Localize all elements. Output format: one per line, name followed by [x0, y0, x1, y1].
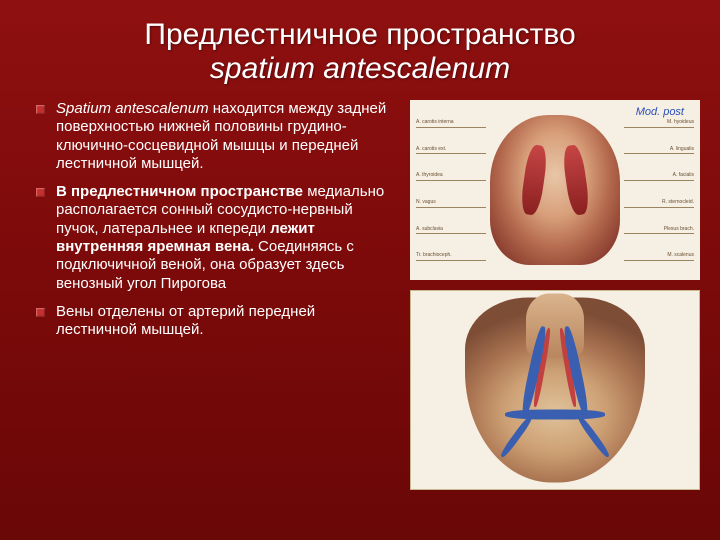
- bullet-item: Вены отделены от артерий передней лестни…: [34, 303, 398, 340]
- slide-title-block: Предлестничное пространство spatium ante…: [0, 0, 720, 100]
- title-line2: spatium antescalenum: [0, 52, 720, 86]
- veins-icon: [495, 312, 615, 462]
- neck-illustration-icon: [465, 298, 645, 483]
- image-column: A. carotis internaA. carotis ext.A. thyr…: [410, 100, 700, 490]
- neck-illustration-icon: [490, 115, 620, 265]
- label-lines-left: A. carotis internaA. carotis ext.A. thyr…: [416, 110, 486, 270]
- bullet-item: Spatium antescalenum находится между зад…: [34, 100, 398, 173]
- title-line1: Предлестничное пространство: [0, 18, 720, 52]
- bullet-run: В предлестничном пространстве: [56, 183, 303, 200]
- bullet-list: Spatium antescalenum находится между зад…: [34, 100, 398, 340]
- bullet-run: Spatium antescalenum: [56, 100, 209, 117]
- image-overlay-text: Mod. post: [636, 106, 684, 118]
- anatomy-image-bottom: [410, 290, 700, 490]
- content-row: Spatium antescalenum находится между зад…: [0, 100, 720, 490]
- label-lines-right: M. hyoideusA. lingualisA. facialisR. ste…: [624, 110, 694, 270]
- bullet-item: В предлестничном пространстве медиально …: [34, 183, 398, 293]
- anatomy-image-top: A. carotis internaA. carotis ext.A. thyr…: [410, 100, 700, 280]
- bullet-run: Вены отделены от артерий передней лестни…: [56, 303, 315, 338]
- text-column: Spatium antescalenum находится между зад…: [34, 100, 398, 490]
